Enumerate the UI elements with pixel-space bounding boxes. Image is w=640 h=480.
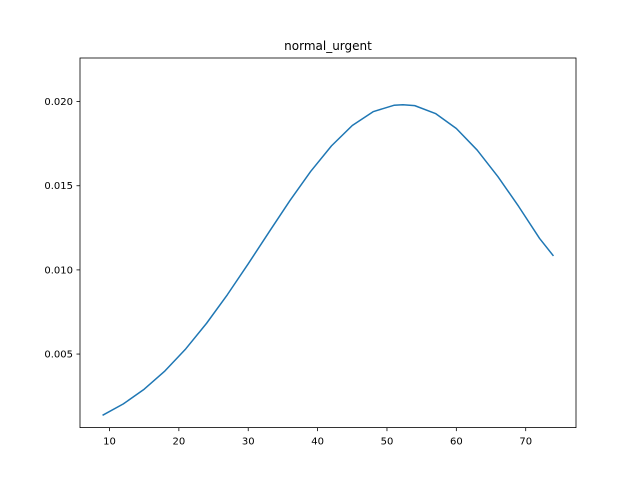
x-axis: 10 20 30 40 50 60 70 [103,427,532,448]
series-line [102,104,555,416]
x-tick-label: 60 [450,437,463,448]
y-axis: 0.005 0.010 0.015 0.020 [44,97,80,361]
plot-area [102,104,555,416]
y-tick-label: 0.015 [44,181,73,192]
plot-frame [79,57,577,429]
x-tick-label: 70 [519,437,532,448]
y-tick-label: 0.005 [44,350,73,361]
x-tick-label: 50 [381,437,394,448]
x-tick-label: 40 [311,437,324,448]
x-tick-label: 10 [103,437,116,448]
y-tick-label: 0.020 [44,97,73,108]
x-tick-label: 30 [242,437,255,448]
x-tick-label: 20 [172,437,185,448]
y-tick-label: 0.010 [44,265,73,276]
chart-title: normal_urgent [284,39,372,53]
